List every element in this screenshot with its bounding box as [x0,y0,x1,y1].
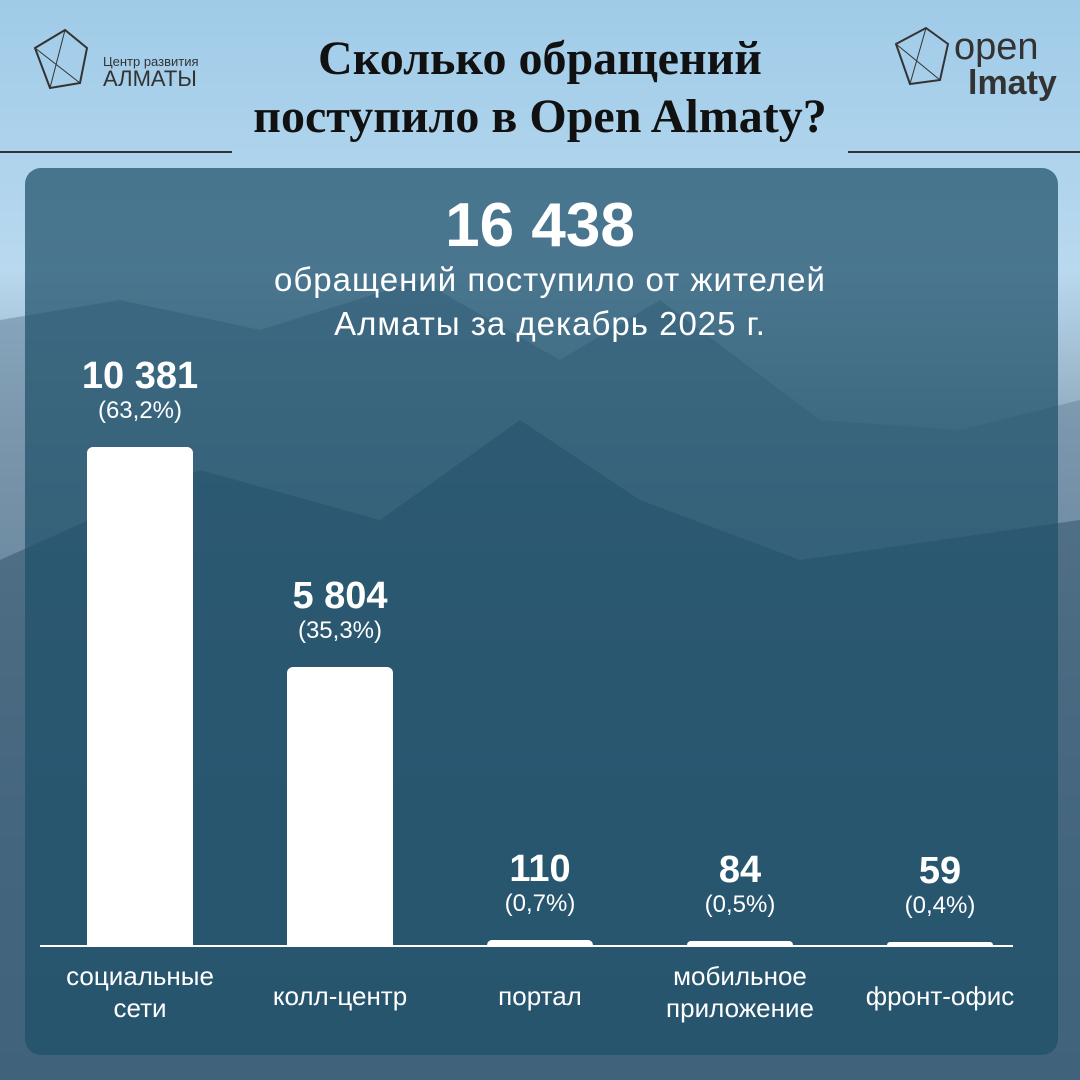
logo-left: Центр развития АЛМАТЫ [25,18,199,103]
category-label: мобильное приложение [666,961,814,1023]
category-label: социальные сети [66,961,214,1023]
category-label: фронт-офис [865,981,1015,1011]
logo-icon [33,28,89,90]
percent-label: (0,4%) [904,892,976,919]
value-label: 5 804 [292,574,388,617]
logo-icon [894,26,950,86]
baseline [40,945,1013,947]
total: 16 438 [445,191,635,260]
title: Сколько обращений поступило в Open Almat… [253,32,827,143]
value-label: 110 [509,847,571,890]
percent-label: (63,2%) [97,397,183,424]
panel [25,168,1058,1055]
value-label: 84 [718,848,762,891]
logo-right: open lmaty [888,14,1057,102]
bar [487,939,593,945]
bar [87,447,193,945]
percent-label: (35,3%) [297,616,383,644]
logo-text: Центр развития [103,54,199,69]
logo-text: open [954,26,1039,68]
category-label: портал [498,981,582,1011]
logo-text: АЛМАТЫ [103,66,197,91]
bar [687,940,793,945]
bar [287,666,393,945]
percent-label: (0,5%) [704,890,776,918]
value-label: 59 [918,850,962,892]
divider [848,151,1080,153]
logo-text: lmaty [968,64,1057,102]
bar [887,942,993,945]
value-label: 10 381 [81,355,199,397]
subtitle: обращений поступило от жителей Алматы за… [274,261,826,342]
percent-label: (0,7%) [504,889,576,917]
category-label: колл-центр [272,981,408,1011]
divider [0,151,232,153]
